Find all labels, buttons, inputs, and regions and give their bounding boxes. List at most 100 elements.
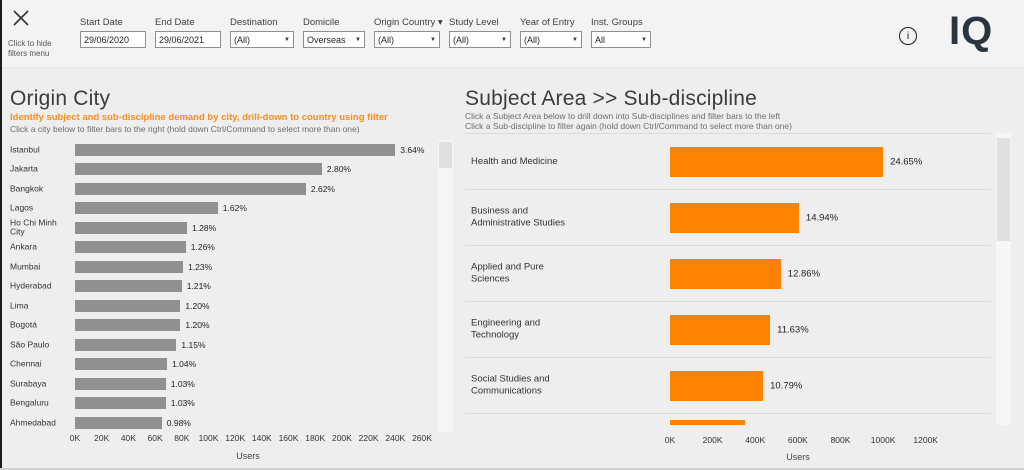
city-row[interactable]: Ankara 1.26% [10, 238, 434, 258]
scrollbar-thumb[interactable] [997, 138, 1010, 241]
subject-bar[interactable] [670, 315, 771, 345]
city-value: 1.20% [185, 300, 210, 311]
city-row[interactable]: Chennai 1.04% [10, 355, 434, 375]
axis-tick: 200K [331, 433, 352, 443]
subject-area-axis-label: Users [786, 452, 810, 462]
city-bar[interactable] [75, 358, 168, 371]
city-value: 0.98% [166, 417, 191, 428]
subject-label: Business and Administrative Studies [471, 205, 565, 229]
city-label: Bengaluru [10, 397, 49, 408]
origin-city-subtitle-highlight: Identify subject and sub-discipline dema… [10, 112, 388, 123]
subject-bar[interactable] [670, 147, 884, 177]
city-bar[interactable] [75, 182, 306, 195]
scrollbar-thumb[interactable] [439, 142, 452, 168]
city-row[interactable]: São Paulo 1.15% [10, 335, 434, 355]
city-row[interactable]: Lima 1.20% [10, 296, 434, 316]
filter-value: (All) [378, 34, 394, 45]
city-value: 2.62% [310, 183, 335, 194]
chevron-down-icon: ▼ [355, 36, 361, 43]
city-row[interactable]: Surabaya 1.03% [10, 374, 434, 394]
city-row[interactable]: Bogotá 1.20% [10, 316, 434, 336]
inst-groups-dropdown[interactable]: All ▼ [591, 31, 651, 48]
city-row[interactable]: Lagos 1.62% [10, 199, 434, 219]
subject-label: Social Studies and Communications [471, 373, 550, 397]
subject-area-scrollbar[interactable] [996, 133, 1011, 425]
city-row[interactable]: Jakarta 2.80% [10, 160, 434, 180]
axis-tick: 400K [745, 435, 766, 445]
filter-label: Origin Country ▾ [374, 17, 443, 28]
city-bar[interactable] [75, 221, 188, 234]
subject-bar[interactable] [670, 259, 781, 289]
axis-tick: 600K [787, 435, 808, 445]
origin-country-dropdown[interactable]: (All) ▼ [374, 31, 440, 48]
city-bar[interactable] [75, 299, 181, 312]
chevron-down-icon: ▼ [572, 36, 578, 43]
subject-row[interactable]: Health and Medicine 24.65% [465, 133, 991, 189]
subject-row[interactable]: Engineering and Technology 11.63% [465, 301, 991, 357]
origin-city-scrollbar[interactable] [438, 140, 453, 432]
city-bar[interactable] [75, 416, 162, 429]
subject-label: Applied and Pure Sciences [471, 261, 544, 285]
filter-year-of-entry: Year of Entry (All) ▼ [520, 17, 582, 48]
subject-row[interactable]: Social Studies and Communications 10.79% [465, 357, 991, 413]
subject-area-x-axis: 0K 200K 400K 600K 800K 1000K 1200K [465, 435, 995, 447]
subject-bar[interactable] [670, 371, 764, 401]
chevron-down-icon: ▼ [641, 36, 647, 43]
destination-dropdown[interactable]: (All) ▼ [230, 31, 294, 48]
subject-bar[interactable] [670, 203, 799, 233]
city-row[interactable]: Ho Chi Minh City 1.28% [10, 218, 434, 238]
chevron-down-icon: ▼ [430, 36, 436, 43]
city-value: 1.28% [192, 222, 217, 233]
filter-label: Year of Entry [520, 17, 575, 28]
city-bar[interactable] [75, 163, 322, 176]
city-bar[interactable] [75, 143, 396, 156]
city-label: Jakarta [10, 163, 38, 174]
filters-container: Start DateEnd DateDestination(All)▼Domic… [80, 17, 651, 48]
city-label: Istanbul [10, 144, 40, 155]
axis-tick: 220K [358, 433, 379, 443]
filter-study-level: Study Level (All) ▼ [449, 17, 511, 48]
subject-row[interactable] [465, 413, 991, 425]
city-row[interactable]: Istanbul 3.64% [10, 140, 434, 160]
city-bar[interactable] [75, 280, 182, 293]
axis-tick: 0K [664, 435, 676, 445]
study-level-dropdown[interactable]: (All) ▼ [449, 31, 511, 48]
city-value: 1.62% [222, 203, 247, 214]
city-label: Chennai [10, 358, 42, 369]
city-bar[interactable] [75, 397, 166, 410]
city-bar[interactable] [75, 338, 177, 351]
filter-label: Start Date [80, 17, 123, 28]
end-date-input[interactable] [155, 31, 221, 48]
city-row[interactable]: Bangkok 2.62% [10, 179, 434, 199]
subject-row[interactable]: Business and Administrative Studies 14.94… [465, 189, 991, 245]
city-label: Ahmedabad [10, 417, 56, 428]
city-row[interactable]: Hyderabad 1.21% [10, 277, 434, 297]
origin-city-chart: Istanbul 3.64% Jakarta 2.80% Bangkok 2.62% Lag… [10, 140, 434, 433]
subject-bar[interactable] [670, 420, 745, 425]
axis-tick: 100K [198, 433, 219, 443]
city-row[interactable]: Ahmedabad 0.98% [10, 413, 434, 433]
city-bar[interactable] [75, 241, 186, 254]
city-value: 1.15% [181, 339, 206, 350]
start-date-input[interactable] [80, 31, 146, 48]
city-label: São Paulo [10, 339, 50, 350]
city-bar[interactable] [75, 377, 166, 390]
info-icon[interactable]: i [899, 27, 917, 45]
city-label: Bangkok [10, 183, 44, 194]
city-bar[interactable] [75, 202, 218, 215]
close-icon[interactable] [11, 8, 31, 28]
subject-row[interactable]: Applied and Pure Sciences 12.86% [465, 245, 991, 301]
city-bar[interactable] [75, 319, 181, 332]
subject-area-subtitle-1: Click a Subject Area below to drill down… [465, 111, 781, 121]
origin-city-axis-label: Users [236, 451, 260, 461]
city-row[interactable]: Mumbai 1.23% [10, 257, 434, 277]
city-label: Bogotá [10, 319, 37, 330]
origin-city-title: Origin City [10, 87, 111, 110]
domicile-dropdown[interactable]: Overseas ▼ [303, 31, 365, 48]
city-row[interactable]: Bengaluru 1.03% [10, 394, 434, 414]
city-value: 1.20% [185, 320, 210, 331]
city-bar[interactable] [75, 260, 184, 273]
axis-tick: 1000K [870, 435, 896, 445]
city-label: Mumbai [10, 261, 41, 272]
year-of-entry-dropdown[interactable]: (All) ▼ [520, 31, 582, 48]
